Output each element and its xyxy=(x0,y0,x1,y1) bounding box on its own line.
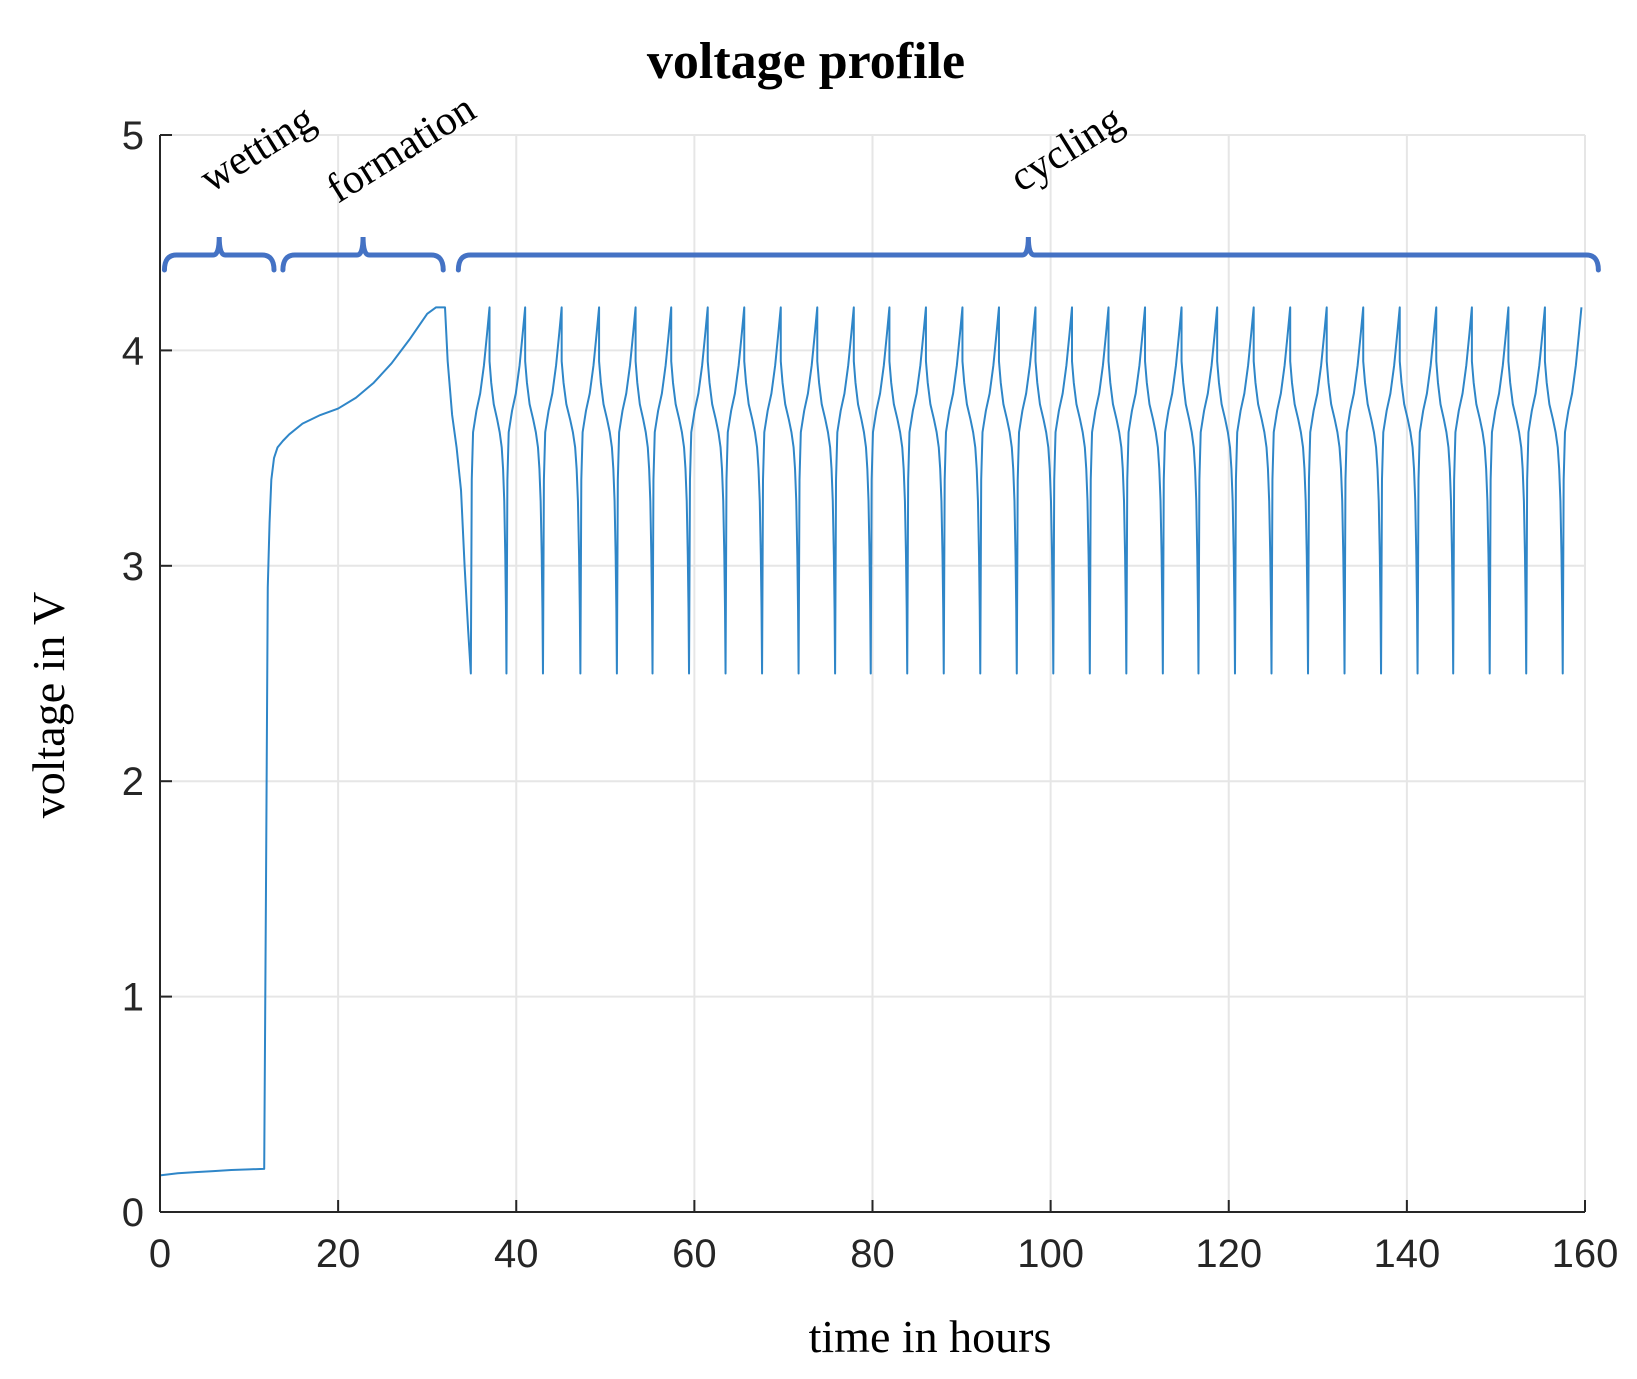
phase-bracket-formation xyxy=(280,236,446,273)
y-tick-label: 5 xyxy=(122,114,144,158)
y-axis-label: voltage in V xyxy=(23,592,74,819)
y-tick-label: 3 xyxy=(122,545,144,589)
x-axis-label: time in hours xyxy=(809,1311,1052,1362)
plot-area xyxy=(159,306,1583,1177)
voltage-series-line xyxy=(159,306,1583,1177)
phase-bracket-cycling xyxy=(455,236,1601,273)
grid xyxy=(159,134,1586,1213)
x-tick-label: 120 xyxy=(1195,1232,1262,1276)
y-tick-label: 0 xyxy=(122,1191,144,1235)
axes: 0 20 40 60 80 100 120 140 160 0 1 2 3 4 5 xyxy=(122,114,1619,1276)
x-tick-label: 140 xyxy=(1374,1232,1441,1276)
x-tick-label: 40 xyxy=(494,1232,539,1276)
chart-title: voltage profile xyxy=(647,33,965,90)
x-tick-label: 60 xyxy=(672,1232,717,1276)
y-tick-label: 1 xyxy=(122,976,144,1020)
x-tick-label: 100 xyxy=(1017,1232,1084,1276)
phase-bracket-wetting xyxy=(161,236,277,273)
x-tick-label: 80 xyxy=(850,1232,895,1276)
x-tick-label: 0 xyxy=(149,1232,171,1276)
x-tick-label: 20 xyxy=(316,1232,361,1276)
y-tick-label: 2 xyxy=(122,760,144,804)
x-tick-label: 160 xyxy=(1552,1232,1619,1276)
y-tick-label: 4 xyxy=(122,329,144,373)
